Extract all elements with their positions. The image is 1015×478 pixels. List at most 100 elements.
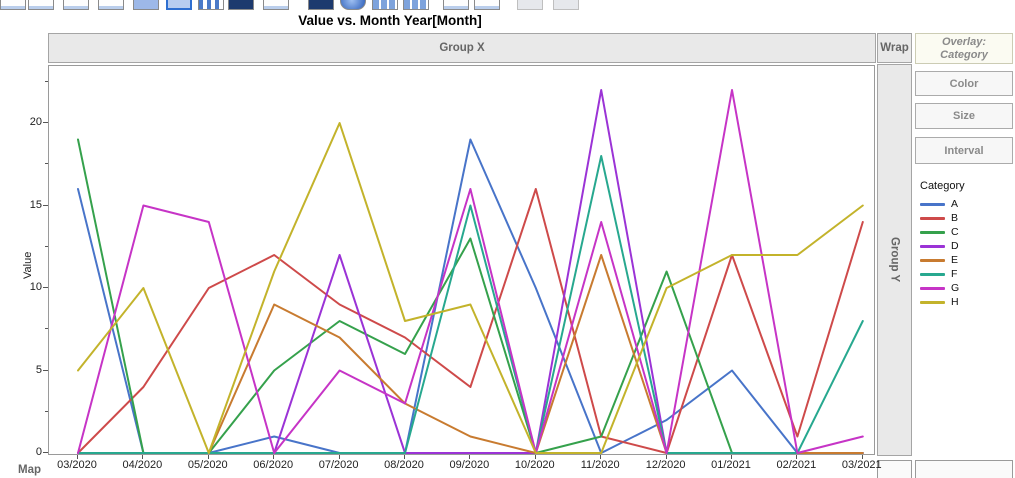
legend-swatch-E bbox=[920, 259, 945, 262]
x-tick-label: 02/2021 bbox=[776, 459, 817, 471]
y-minor-tick-mark bbox=[45, 80, 48, 82]
y-tick-label: 5 bbox=[35, 363, 42, 376]
bar-chart-icon[interactable] bbox=[198, 0, 224, 10]
x-tick-label: 12/2020 bbox=[645, 459, 686, 471]
legend-item-H[interactable]: H bbox=[920, 296, 1013, 310]
heatmap-icon[interactable] bbox=[308, 0, 334, 10]
legend-item-C[interactable]: C bbox=[920, 226, 1013, 240]
line-chart-icon[interactable] bbox=[166, 0, 192, 10]
legend-swatch-D bbox=[920, 245, 945, 248]
smoother-icon[interactable] bbox=[28, 0, 54, 10]
line-of-fit-icon[interactable] bbox=[63, 0, 89, 10]
legend-item-D[interactable]: D bbox=[920, 240, 1013, 254]
x-tick-mark bbox=[404, 455, 405, 459]
plot-area[interactable] bbox=[48, 65, 875, 455]
show-points-icon[interactable] bbox=[0, 0, 26, 10]
x-tick-label: 07/2020 bbox=[318, 459, 359, 471]
x-tick-mark bbox=[77, 455, 78, 459]
x-tick-mark bbox=[731, 455, 732, 459]
pie-chart-icon[interactable] bbox=[340, 0, 366, 10]
legend-label: A bbox=[951, 198, 959, 210]
y-minor-tick-mark bbox=[45, 163, 48, 165]
x-tick-mark bbox=[338, 455, 340, 459]
x-tick-mark bbox=[207, 455, 209, 459]
x-tick-label: 11/2020 bbox=[580, 459, 620, 471]
y-tick-label: 0 bbox=[35, 446, 42, 458]
legend-item-A[interactable]: A bbox=[920, 198, 1013, 212]
y-tick-label: 15 bbox=[29, 198, 42, 211]
y-minor-tick-mark bbox=[45, 328, 48, 330]
y-tick-mark bbox=[43, 369, 48, 371]
legend-swatch-C bbox=[920, 231, 945, 234]
line-chart bbox=[77, 89, 864, 454]
color-drop-zone-button[interactable]: Color bbox=[915, 71, 1013, 96]
legend-item-B[interactable]: B bbox=[920, 212, 1013, 226]
series-line-B bbox=[77, 188, 864, 454]
x-tick-mark bbox=[142, 455, 144, 459]
x-tick-mark bbox=[534, 455, 536, 459]
y-tick-label: 20 bbox=[29, 116, 42, 128]
y-minor-tick-mark bbox=[45, 245, 48, 247]
legend-label: B bbox=[951, 212, 959, 224]
caption-box-icon[interactable] bbox=[443, 0, 469, 10]
parallel-plot-icon[interactable] bbox=[553, 0, 579, 10]
contour-icon[interactable] bbox=[133, 0, 159, 10]
x-tick-mark bbox=[469, 455, 471, 459]
mosaic-icon[interactable] bbox=[403, 0, 429, 10]
bottom-wrap-drop-zone[interactable] bbox=[877, 460, 912, 478]
legend-label: G bbox=[951, 282, 960, 294]
overlay-drop-zone-button[interactable]: Overlay: Category bbox=[915, 33, 1013, 64]
chart-title: Value vs. Month Year[Month] bbox=[298, 13, 482, 28]
drop-zone-group-y[interactable]: Group Y bbox=[877, 64, 912, 456]
x-tick-label: 04/2020 bbox=[122, 459, 163, 471]
series-line-C bbox=[77, 138, 864, 454]
interval-drop-zone-button[interactable]: Interval bbox=[915, 137, 1013, 164]
x-tick-label: 03/2020 bbox=[57, 459, 97, 471]
chart-element-toolbar bbox=[0, 0, 1015, 11]
legend-label: D bbox=[951, 240, 959, 252]
series-line-D bbox=[77, 89, 864, 454]
map-shape-icon[interactable] bbox=[517, 0, 543, 10]
x-tick-label: 06/2020 bbox=[253, 459, 294, 471]
size-drop-zone-button[interactable]: Size bbox=[915, 103, 1013, 129]
treemap-icon[interactable] bbox=[372, 0, 398, 10]
x-tick-label: 08/2020 bbox=[384, 459, 424, 471]
legend-swatch-H bbox=[920, 301, 945, 304]
y-tick-label: 10 bbox=[29, 281, 42, 293]
size-button-label: Size bbox=[952, 110, 975, 122]
legend-item-E[interactable]: E bbox=[920, 254, 1013, 268]
color-button-label: Color bbox=[949, 77, 979, 90]
x-tick-label: 03/2021 bbox=[841, 459, 882, 471]
legend-item-F[interactable]: F bbox=[920, 268, 1013, 282]
x-tick-mark bbox=[796, 455, 798, 459]
ellipse-icon[interactable] bbox=[98, 0, 124, 10]
bottom-right-drop-zone[interactable] bbox=[915, 460, 1013, 478]
drop-zone-group-x-label: Group X bbox=[439, 42, 485, 54]
series-line-A bbox=[77, 138, 864, 454]
legend-item-G[interactable]: G bbox=[920, 282, 1013, 296]
legend-swatch-G bbox=[920, 287, 945, 290]
drop-zone-group-x[interactable]: Group X bbox=[48, 33, 876, 63]
drop-zone-map-label: Map bbox=[18, 464, 41, 476]
interval-button-label: Interval bbox=[944, 144, 984, 157]
x-tick-label: 05/2020 bbox=[187, 459, 228, 471]
x-tick-mark bbox=[600, 455, 602, 459]
y-tick-mark bbox=[43, 452, 48, 453]
drop-zone-map-shape[interactable]: Map bbox=[18, 464, 41, 476]
x-tick-label: 10/2020 bbox=[514, 459, 555, 471]
series-line-H bbox=[77, 122, 864, 454]
histogram-icon[interactable] bbox=[263, 0, 289, 10]
legend-swatch-B bbox=[920, 217, 945, 220]
y-tick-mark bbox=[43, 204, 48, 206]
legend-title: Category bbox=[920, 180, 965, 192]
area-chart-icon[interactable] bbox=[228, 0, 254, 10]
overlay-label-line2: Category bbox=[940, 48, 988, 61]
x-tick-mark bbox=[665, 455, 667, 459]
series-line-E bbox=[77, 254, 864, 454]
drop-zone-wrap[interactable]: Wrap bbox=[877, 33, 912, 63]
legend-label: H bbox=[951, 296, 959, 308]
drop-zone-wrap-label: Wrap bbox=[880, 42, 909, 54]
formula-icon[interactable] bbox=[474, 0, 500, 10]
